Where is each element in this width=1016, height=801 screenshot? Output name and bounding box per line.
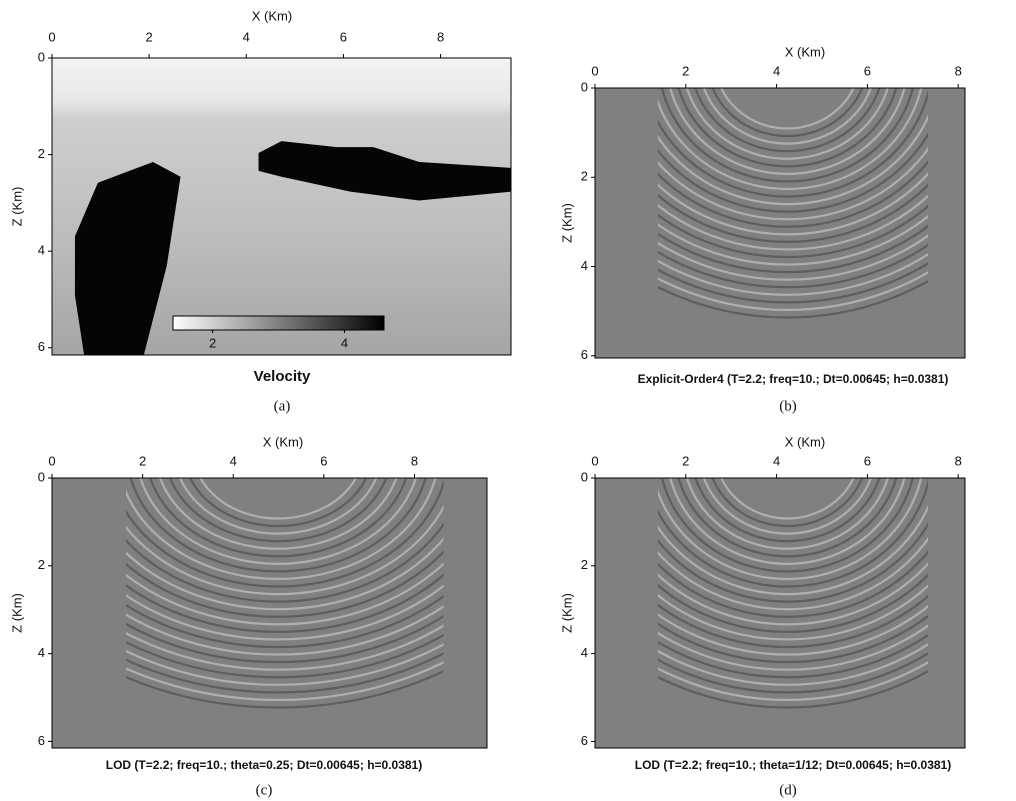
x-tick-label: 6 bbox=[320, 453, 327, 468]
x-tick-label: 8 bbox=[437, 29, 444, 44]
mask bbox=[52, 721, 487, 748]
y-tick-label: 2 bbox=[38, 146, 45, 161]
y-tick-label: 0 bbox=[38, 469, 45, 484]
y-tick-label: 2 bbox=[581, 169, 588, 184]
y-axis-label: Z (Km) bbox=[9, 593, 24, 633]
x-axis-label: X (Km) bbox=[785, 434, 825, 449]
x-tick-label: 2 bbox=[682, 63, 689, 78]
x-tick-label: 4 bbox=[773, 63, 780, 78]
caption: (a) bbox=[274, 398, 291, 414]
mask bbox=[928, 88, 965, 358]
y-tick-label: 4 bbox=[581, 258, 588, 273]
y-tick-label: 4 bbox=[581, 645, 588, 660]
x-tick-label: 6 bbox=[864, 63, 871, 78]
y-tick-label: 6 bbox=[38, 339, 45, 354]
colorbar-tick-label: 4 bbox=[341, 335, 348, 350]
y-tick-label: 4 bbox=[38, 243, 45, 258]
x-tick-label: 4 bbox=[230, 453, 237, 468]
y-tick-label: 2 bbox=[581, 557, 588, 572]
x-tick-label: 8 bbox=[411, 453, 418, 468]
x-tick-label: 6 bbox=[864, 453, 871, 468]
y-tick-label: 6 bbox=[38, 733, 45, 748]
x-tick-label: 6 bbox=[340, 29, 347, 44]
x-axis-label: X (Km) bbox=[263, 434, 303, 449]
mask bbox=[52, 478, 126, 748]
x-tick-label: 0 bbox=[591, 453, 598, 468]
y-axis-label: Z (Km) bbox=[9, 187, 24, 227]
panel: 2 4 0 2 4 6 8 0 2 4 6 X (Km) Z (Km) Velocity (a) bbox=[9, 8, 511, 414]
x-axis-label: X (Km) bbox=[252, 8, 292, 23]
panel-title: LOD (T=2.2; freq=10.; theta=1/12; Dt=0.0… bbox=[635, 758, 951, 772]
x-tick-label: 8 bbox=[955, 63, 962, 78]
x-tick-label: 2 bbox=[682, 453, 689, 468]
y-tick-label: 2 bbox=[38, 557, 45, 572]
mask bbox=[444, 478, 488, 748]
y-tick-label: 0 bbox=[581, 469, 588, 484]
image bbox=[52, 58, 511, 355]
panel-title: Explicit-Order4 (T=2.2; freq=10.; Dt=0.0… bbox=[638, 372, 949, 386]
panel-title: Velocity bbox=[254, 368, 311, 385]
image bbox=[513, 0, 1016, 358]
y-tick-label: 0 bbox=[581, 79, 588, 94]
x-tick-label: 0 bbox=[48, 453, 55, 468]
x-axis-label: X (Km) bbox=[785, 44, 825, 59]
caption: (c) bbox=[256, 782, 273, 798]
y-tick-label: 0 bbox=[38, 49, 45, 64]
colorbar-tick-label: 2 bbox=[209, 335, 216, 350]
y-tick-label: 6 bbox=[581, 347, 588, 362]
x-tick-label: 0 bbox=[591, 63, 598, 78]
panel-title: LOD (T=2.2; freq=10.; theta=0.25; Dt=0.0… bbox=[106, 758, 422, 772]
caption: (b) bbox=[779, 398, 797, 414]
x-tick-label: 4 bbox=[243, 29, 250, 44]
y-axis-label: Z (Km) bbox=[559, 203, 574, 243]
x-tick-label: 4 bbox=[773, 453, 780, 468]
caption: (d) bbox=[779, 782, 797, 798]
colorbar bbox=[173, 316, 384, 330]
x-tick-label: 2 bbox=[146, 29, 153, 44]
y-tick-label: 4 bbox=[38, 645, 45, 660]
panel: 0 2 4 6 8 0 2 4 6 X (Km) Z (Km) Explicit-Order4 (T=… bbox=[513, 0, 1016, 414]
mask bbox=[928, 478, 965, 748]
y-tick-label: 6 bbox=[581, 733, 588, 748]
mask bbox=[595, 478, 658, 748]
mask bbox=[595, 721, 965, 748]
mask bbox=[595, 88, 658, 358]
mask bbox=[595, 331, 965, 358]
x-tick-label: 2 bbox=[139, 453, 146, 468]
y-axis-label: Z (Km) bbox=[559, 593, 574, 633]
x-tick-label: 0 bbox=[48, 29, 55, 44]
x-tick-label: 8 bbox=[955, 453, 962, 468]
figure: 24024680246X (Km)Z (Km)Velocity(a)024680… bbox=[0, 0, 1016, 801]
